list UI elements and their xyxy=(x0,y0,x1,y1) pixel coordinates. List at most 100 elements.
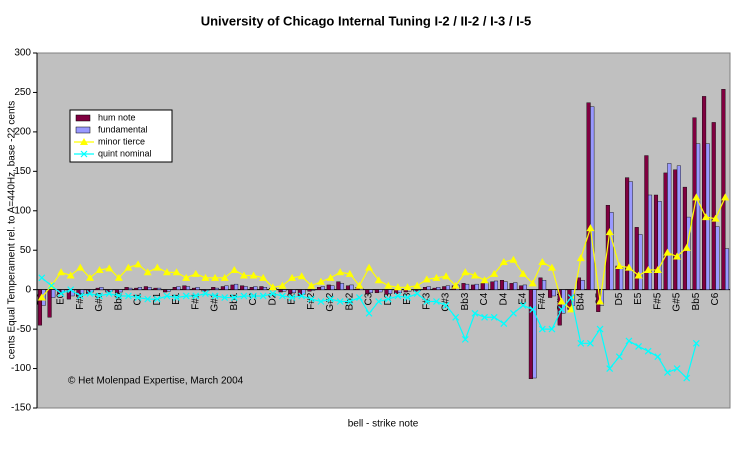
marker xyxy=(173,294,180,301)
marker xyxy=(423,298,431,305)
bar xyxy=(182,285,187,290)
bar xyxy=(317,287,322,290)
marker xyxy=(297,272,306,280)
bar xyxy=(432,287,437,290)
marker xyxy=(586,224,595,232)
marker xyxy=(365,263,374,271)
bar xyxy=(474,283,479,290)
x-tick-label: G#1 xyxy=(210,292,221,311)
x-tick-label: C2 xyxy=(248,292,259,305)
marker xyxy=(48,282,55,290)
bar xyxy=(499,280,505,290)
bar xyxy=(166,289,171,292)
marker xyxy=(432,273,441,281)
marker xyxy=(470,271,479,279)
marker xyxy=(394,292,402,300)
bar xyxy=(384,289,389,295)
marker xyxy=(528,279,537,287)
bar xyxy=(220,286,225,290)
marker xyxy=(634,271,643,279)
bar xyxy=(634,227,639,290)
marker xyxy=(86,290,94,298)
marker xyxy=(596,325,604,333)
bar xyxy=(124,287,129,290)
bar xyxy=(253,286,258,290)
marker xyxy=(66,271,75,279)
y-tick-label: 300 xyxy=(14,48,31,59)
bar xyxy=(461,283,466,290)
bar xyxy=(307,289,312,292)
marker xyxy=(202,290,209,298)
marker xyxy=(356,294,363,301)
marker xyxy=(538,258,547,266)
bar xyxy=(676,165,681,290)
bar xyxy=(118,289,123,293)
x-tick-label: F#1 xyxy=(190,292,201,310)
bar xyxy=(278,289,283,293)
marker xyxy=(529,305,537,313)
marker xyxy=(615,353,623,361)
x-tick-label: E2 xyxy=(287,292,298,305)
bar xyxy=(471,284,476,290)
bar xyxy=(336,281,341,290)
marker xyxy=(644,265,653,273)
bar xyxy=(230,284,235,290)
x-tick-label: F#0 xyxy=(75,292,86,310)
bar xyxy=(619,267,624,290)
marker xyxy=(182,292,190,300)
x-tick-label: G#3 xyxy=(441,292,452,311)
marker xyxy=(422,275,431,283)
marker xyxy=(37,293,46,301)
x-tick-label: D4 xyxy=(498,292,509,305)
marker xyxy=(711,214,720,222)
marker xyxy=(153,295,161,303)
marker xyxy=(134,260,143,268)
bar xyxy=(339,283,345,290)
legend-label: fundamental xyxy=(98,124,148,134)
marker xyxy=(461,268,470,276)
bar xyxy=(532,289,537,379)
legend-label: quint nominal xyxy=(98,148,152,158)
bar xyxy=(480,283,485,290)
bar xyxy=(311,289,316,291)
marker xyxy=(230,294,238,301)
bar xyxy=(509,283,514,290)
bar xyxy=(262,287,268,290)
marker xyxy=(577,339,585,347)
bar xyxy=(51,289,56,298)
marker xyxy=(596,297,605,305)
bar xyxy=(249,287,254,290)
marker xyxy=(663,248,672,256)
marker xyxy=(268,283,277,291)
marker xyxy=(635,343,642,350)
bar xyxy=(95,287,100,290)
marker xyxy=(191,269,200,277)
bar xyxy=(625,177,630,290)
x-tick-label: C4 xyxy=(479,292,490,305)
x-tick-label: G#2 xyxy=(325,292,336,311)
x-tick-label: Bb3 xyxy=(460,292,471,310)
bar xyxy=(490,281,495,290)
bar xyxy=(147,287,152,290)
bar xyxy=(143,286,148,290)
bar xyxy=(653,194,659,290)
marker xyxy=(57,290,65,298)
marker xyxy=(220,273,229,281)
bar xyxy=(114,289,120,294)
bar xyxy=(176,286,181,290)
marker xyxy=(664,369,671,376)
bar xyxy=(47,289,52,318)
marker xyxy=(96,292,103,300)
marker xyxy=(114,273,123,281)
bar xyxy=(673,169,678,290)
marker xyxy=(404,294,411,301)
bar xyxy=(191,287,197,290)
bar xyxy=(157,287,162,290)
marker xyxy=(345,269,354,277)
marker xyxy=(307,295,315,303)
marker xyxy=(567,294,575,301)
marker xyxy=(76,263,85,271)
bar xyxy=(99,287,104,290)
bar xyxy=(686,216,691,290)
bar xyxy=(349,284,354,290)
